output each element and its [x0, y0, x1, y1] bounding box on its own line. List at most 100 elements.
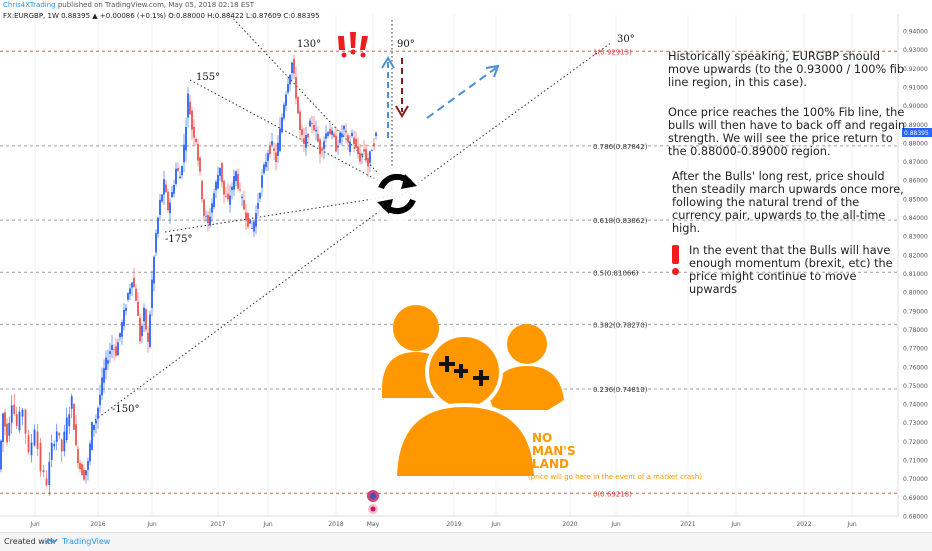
- x-tick-label: 2018: [328, 521, 343, 528]
- candle: [8, 416, 11, 442]
- y-tick-label: 0.73000: [903, 420, 928, 427]
- y-tick-label: 0.80000: [903, 290, 928, 297]
- candle: [183, 133, 185, 173]
- arrow-up-dashed-icon: [381, 56, 395, 138]
- x-tick-label: Jun: [610, 521, 621, 528]
- fib-label-6: 0(0.69218): [593, 490, 632, 498]
- tradingview-brand[interactable]: TradingView: [62, 537, 111, 546]
- candle: [291, 61, 293, 80]
- candle: [339, 130, 341, 145]
- candle: [125, 304, 127, 316]
- candle: [42, 465, 45, 478]
- y-tick-label: 0.92000: [903, 66, 928, 73]
- candle: [135, 284, 137, 302]
- candle: [187, 87, 189, 128]
- candle: [297, 96, 299, 115]
- y-tick-label: 0.94000: [903, 29, 928, 36]
- no-mans-land-title: NO MAN'S LAND: [532, 432, 576, 471]
- candle: [157, 216, 159, 239]
- x-tick-label: Jun: [490, 521, 501, 528]
- candle: [245, 203, 247, 230]
- candle: [355, 131, 357, 150]
- candle: [231, 182, 233, 199]
- candle: [177, 162, 179, 173]
- candle: [119, 332, 121, 342]
- y-tick-label: 0.72000: [903, 439, 928, 446]
- fib-label-2: 0.618(0.83862): [593, 217, 648, 225]
- candle: [181, 165, 183, 179]
- candle: [111, 335, 113, 359]
- fib-label-3: 0.5(0.81066): [593, 269, 639, 277]
- candle: [301, 125, 303, 143]
- nml-line-2: MAN'S: [532, 444, 576, 458]
- author-name[interactable]: Chris4XTrading: [3, 1, 56, 9]
- candle: [217, 166, 219, 190]
- candle: [203, 198, 205, 221]
- candle: [169, 198, 171, 225]
- fib-label-0: 1(0.92913): [593, 48, 632, 56]
- candle: [261, 168, 263, 197]
- candle: [371, 148, 373, 152]
- candle: [319, 137, 321, 164]
- candle: [279, 117, 281, 153]
- candle: [133, 267, 135, 289]
- candle: [68, 406, 71, 434]
- candle: [87, 457, 89, 481]
- candle: [89, 440, 91, 466]
- candle: [63, 425, 66, 457]
- note-momentum: In the event that the Bulls will have en…: [689, 244, 893, 296]
- nml-line-3: LAND: [532, 457, 569, 471]
- y-tick-label: 0.89000: [903, 122, 928, 129]
- candle: [253, 220, 255, 238]
- refresh-cycle-icon: [369, 166, 425, 222]
- exclamation-note-dot: [672, 268, 679, 275]
- angle-label-30: 30°: [617, 34, 635, 45]
- candle: [113, 344, 115, 361]
- angle-label-155: 155°: [196, 72, 220, 83]
- candle: [373, 138, 375, 150]
- candle: [257, 193, 259, 217]
- candle: [243, 190, 245, 211]
- event-marker-icon: [367, 490, 379, 514]
- candle: [97, 406, 99, 429]
- price-chart[interactable]: 1(0.92913) 0.786(0.87842) 0.618(0.83862) 0.…: [0, 0, 932, 532]
- x-tick-label: 2022: [796, 521, 811, 528]
- candle: [277, 135, 279, 163]
- x-tick-label: Jun: [29, 521, 40, 528]
- price-axis[interactable]: 0.94000 0.93000 0.92000 0.91000 0.90000 0.890…: [903, 29, 928, 521]
- time-axis[interactable]: Jun 2016 Jun 2017 Jun 2018 May 2019 Jun 2020 Jun 20…: [29, 521, 857, 528]
- trendline-minus150: [94, 201, 393, 421]
- y-tick-label: 0.69000: [903, 495, 928, 502]
- x-tick-label: May: [367, 521, 380, 528]
- cross-eyes-icon: [439, 356, 489, 386]
- candle: [267, 149, 269, 172]
- y-tick-label: 0.81000: [903, 271, 928, 278]
- candle: [289, 73, 291, 91]
- trendlines: [94, 12, 613, 421]
- candle: [323, 136, 325, 160]
- candle: [73, 403, 75, 431]
- candle: [117, 338, 119, 356]
- candle: [321, 146, 323, 158]
- candle: [10, 394, 13, 434]
- candle: [271, 132, 273, 148]
- candle: [309, 117, 311, 128]
- candle: [161, 193, 163, 203]
- candle: [159, 193, 161, 221]
- candle: [205, 210, 207, 222]
- candle: [269, 141, 271, 158]
- candle: [151, 270, 153, 316]
- chart-grid: [0, 14, 899, 517]
- candle: [251, 221, 253, 230]
- x-tick-label: 2021: [680, 521, 695, 528]
- candle: [121, 319, 123, 346]
- fib-label-5: 0.236(0.74810): [593, 386, 648, 394]
- exclamation-icon: [338, 32, 368, 58]
- candle: [327, 130, 329, 138]
- angle-label-90: 90°: [397, 39, 415, 50]
- candle: [207, 211, 209, 232]
- tradingview-logo-icon: [45, 538, 58, 545]
- candle: [329, 122, 331, 135]
- candle: [18, 406, 21, 433]
- candle: [165, 179, 167, 193]
